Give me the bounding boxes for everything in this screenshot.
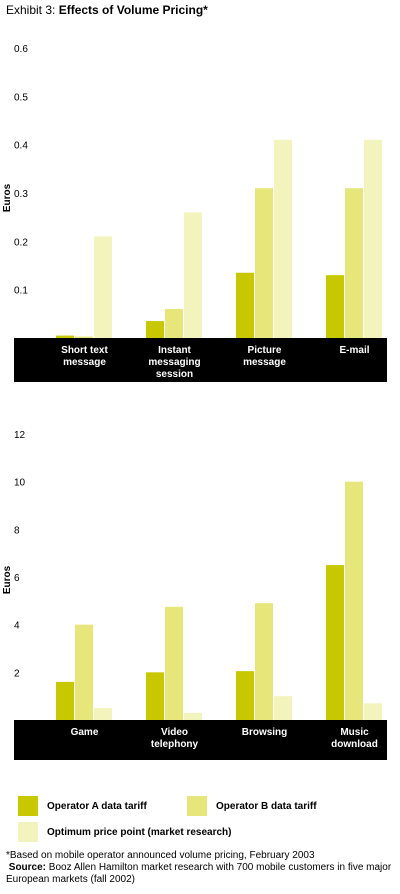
chart-title: Effects of Volume Pricing* xyxy=(58,3,208,17)
top-chart-bar-1-3 xyxy=(345,188,363,338)
bottom-chart-bar-2-0 xyxy=(94,708,112,720)
top-chart-bar-0-2 xyxy=(236,272,254,338)
top-chart-category-band xyxy=(14,338,387,382)
top-chart-category-label: session xyxy=(156,369,193,380)
top-chart-bar-2-3 xyxy=(364,139,382,338)
legend-item-operator-b: Operator B data tariff xyxy=(187,796,317,816)
bottom-chart-bar-0-0 xyxy=(56,681,74,720)
top-chart-tick-label: 0.1 xyxy=(14,286,28,297)
bottom-chart-bar-0-3 xyxy=(326,565,344,720)
bottom-chart-tick-label: 6 xyxy=(14,573,20,584)
top-chart-bar-0-1 xyxy=(146,321,164,338)
top-chart-bar-0-3 xyxy=(326,275,344,338)
top-chart-bar-2-1 xyxy=(184,212,202,338)
bottom-chart-tick-label: 10 xyxy=(14,478,26,489)
bottom-chart-bar-1-0 xyxy=(75,624,93,720)
top-chart-ylabel: Euros xyxy=(2,183,13,212)
top-chart-bar-1-2 xyxy=(255,188,273,338)
bottom-chart-tick-label: 12 xyxy=(14,430,26,441)
bottom-chart-bar-1-2 xyxy=(255,603,273,720)
bottom-chart-bar-2-1 xyxy=(184,712,202,720)
top-chart-tick-label: 0.2 xyxy=(14,237,28,248)
bottom-chart-bar-2-3 xyxy=(364,703,382,720)
top-chart-category-label: messaging xyxy=(148,357,200,368)
legend-item-optimum: Optimum price point (market research) xyxy=(18,822,232,842)
top-chart-tick-label: 0.3 xyxy=(14,189,28,200)
legend-swatch-operator-a xyxy=(18,796,38,816)
bottom-chart-bar-1-3 xyxy=(345,481,363,720)
exhibit-label: Exhibit 3: xyxy=(6,3,56,17)
legend-label-operator-b: Operator B data tariff xyxy=(216,800,317,812)
top-chart-category-label: Picture xyxy=(248,345,282,356)
top-chart-tick-label: 0.5 xyxy=(14,92,28,103)
bottom-chart-bar-0-2 xyxy=(236,671,254,720)
bottom-chart-category-label: Video xyxy=(161,727,188,738)
bottom-chart-category-band xyxy=(14,720,387,760)
top-chart-bar-1-1 xyxy=(165,309,183,338)
top-chart-category-label: message xyxy=(243,357,286,368)
bottom-chart-tick-label: 8 xyxy=(14,525,20,536)
legend-label-operator-a: Operator A data tariff xyxy=(47,800,147,812)
top-chart-category-label: message xyxy=(63,357,106,368)
top-chart-bar-2-0 xyxy=(94,236,112,338)
top-chart-category-label: Instant xyxy=(158,345,191,356)
bottom-chart-category-label: Music xyxy=(340,727,369,738)
bottom-chart-category-label: telephony xyxy=(151,739,199,750)
legend-label-optimum: Optimum price point (market research) xyxy=(47,826,232,838)
bottom-chart-category-label: download xyxy=(331,739,378,750)
legend-item-operator-a: Operator A data tariff xyxy=(18,796,147,816)
bottom-chart-tick-label: 2 xyxy=(14,668,20,679)
bottom-chart-bar-1-1 xyxy=(165,606,183,720)
bottom-chart-bar-0-1 xyxy=(146,672,164,720)
bottom-chart-category-label: Game xyxy=(71,727,99,738)
top-chart-bar-0-0 xyxy=(56,335,74,338)
top-chart-category-label: Short text xyxy=(61,345,108,356)
top-chart-tick-label: 0.4 xyxy=(14,141,28,152)
legend-swatch-operator-b xyxy=(187,796,207,816)
legend: Operator A data tariff Operator B data t… xyxy=(0,790,400,842)
top-chart-category-label: E-mail xyxy=(339,345,369,356)
bottom-chart-tick-label: 4 xyxy=(14,621,20,632)
top-chart-bar-2-2 xyxy=(274,139,292,338)
exhibit-title: Exhibit 3: Effects of Volume Pricing* xyxy=(6,3,208,17)
legend-swatch-optimum xyxy=(18,822,38,842)
bottom-chart-category-label: Browsing xyxy=(242,727,288,738)
top-chart-bar-1-0 xyxy=(75,336,93,338)
source-label: Source: xyxy=(8,862,47,873)
bottom-chart-bar-2-2 xyxy=(274,696,292,720)
source-text: Booz Allen Hamilton market research with… xyxy=(6,862,392,885)
source-note: Source: Booz Allen Hamilton market resea… xyxy=(6,862,398,886)
bottom-chart-ylabel: Euros xyxy=(2,565,13,594)
footnote: *Based on mobile operator announced volu… xyxy=(6,850,315,861)
footnote-block: *Based on mobile operator announced volu… xyxy=(6,850,398,886)
top-chart-tick-label: 0.6 xyxy=(14,44,28,55)
